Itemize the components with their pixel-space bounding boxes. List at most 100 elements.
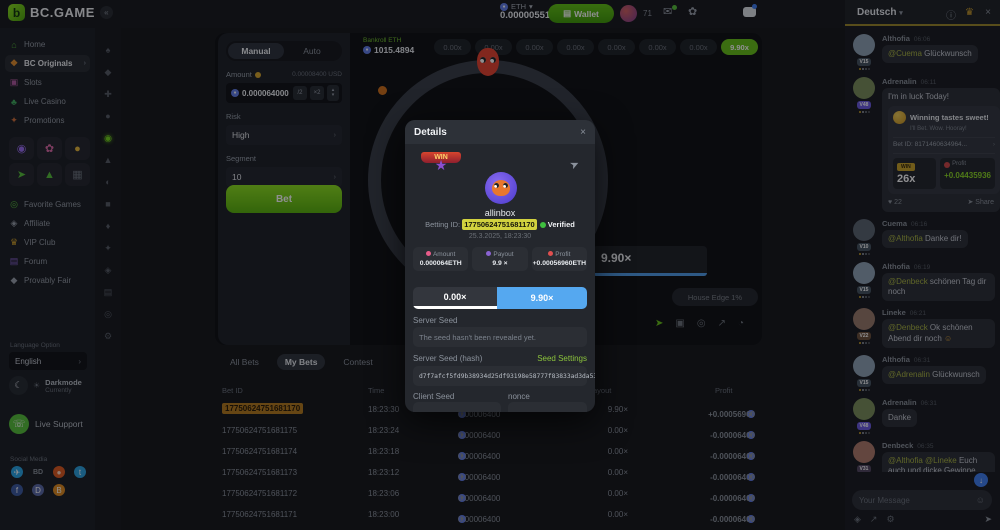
sidebar-item-slots[interactable]: ▣ Slots [5,74,90,91]
table-row[interactable]: 17750624751681175 18:23:24 ♦ 0.00006400 0.00… [200,421,762,442]
server-seed-hash-value[interactable]: d7f7afcf5fd9b38934d25df93198e58777f83833… [413,366,595,386]
emoji-icon[interactable]: ☺ [975,495,985,505]
twitter-icon[interactable]: t [74,466,86,478]
chat-input[interactable]: Your Message ☺ [852,490,992,510]
segment-select[interactable]: 10 › [226,167,342,187]
double-amount-button[interactable]: ×2 [310,86,324,100]
game-tile-crash[interactable]: ➤ [9,163,34,186]
sidebar-item-favorite-games[interactable]: ◎ Favorite Games [5,196,90,213]
rail-game-icon[interactable]: ⚙ [103,331,113,341]
history-multiplier[interactable]: 0.00x [598,39,635,55]
settings-icon[interactable]: ⚙ [886,514,895,524]
bonus-icon[interactable]: ✿ [688,6,698,18]
live-support-button[interactable]: ☏ Live Support [9,414,83,434]
like-button[interactable]: ♥ 22 [888,199,902,207]
tab-auto[interactable]: Auto [303,46,321,56]
bet-button[interactable]: Bet [226,185,342,213]
bet-id[interactable]: 17750624751681171 [222,510,298,519]
close-chat-icon[interactable]: × [985,7,991,18]
rail-game-icon[interactable]: ◎ [104,309,112,319]
sidebar-item-bc-originals[interactable]: ❖ BC Originals › [5,55,90,72]
history-multiplier[interactable]: 0.00x [557,39,594,55]
risk-select[interactable]: High › [226,125,342,145]
language-select[interactable]: English › [9,352,87,370]
tab-multiplier-0[interactable]: 0.00× [413,287,497,309]
rail-game-icon[interactable]: ♠ [105,45,111,55]
table-row[interactable]: 17750624751681174 18:23:18 ♦ 0.00006400 0.00… [200,442,762,463]
table-row[interactable]: 17750624751681173 18:23:12 ♦ 0.00006400 0.00… [200,463,762,484]
bet-id[interactable]: 17750624751681173 [222,468,298,477]
nonce-box[interactable] [508,402,587,412]
bet-id[interactable]: 17750624751681174 [222,447,298,456]
hotkeys-icon[interactable]: ◎ [696,318,706,329]
sidebar-item-affiliate[interactable]: ◈ Affiliate [5,215,90,232]
bet-id[interactable]: 17750624751681172 [222,489,298,498]
chat-toggle-icon[interactable] [743,7,756,17]
share-icon[interactable]: ➤ [567,157,582,173]
sidebar-item-live-casino[interactable]: ♣ Live Casino [5,93,90,110]
card-bet-id[interactable]: Bet ID: 8171460634964... › [893,137,995,154]
table-row[interactable]: 17750624751681170 18:23:30 ♦ 0.00006400 9.90… [200,400,762,421]
reddit-icon[interactable]: ● [53,466,65,478]
share-button[interactable]: ➤ Share [967,199,995,207]
close-icon[interactable]: × [580,126,586,138]
tab-multiplier-1[interactable]: 9.90× [497,287,587,309]
game-tile-keno[interactable]: ▦ [65,163,90,186]
rail-game-icon[interactable]: ◉ [104,133,112,143]
sidebar-item-home[interactable]: ⌂ Home [5,36,90,53]
rail-game-icon[interactable]: ♦ [105,221,111,231]
sidebar-collapse-button[interactable]: « [99,6,113,19]
bets-tab-my-bets[interactable]: My Bets [276,354,326,370]
history-icon[interactable]: ◔ [737,318,745,329]
table-row[interactable]: 17750624751681172 18:23:06 ♦ 0.00006400 0.00… [200,484,762,505]
discord-icon[interactable]: D [32,484,44,496]
theme-toggle[interactable]: ☾ ☀ Darkmode Currently [9,376,82,395]
player-avatar[interactable] [485,172,517,204]
rail-game-icon[interactable]: ▤ [103,287,113,297]
rail-game-icon[interactable]: ■ [105,199,111,209]
game-tile-twist[interactable]: ◉ [9,137,34,160]
seed-settings-link[interactable]: Seed Settings [537,354,587,363]
history-multiplier[interactable]: 0.00x [434,39,471,55]
sound-icon[interactable]: ➤ [655,318,664,329]
telegram-icon[interactable]: ✈ [11,466,23,478]
balance-selector[interactable]: ♦ ETH ▾ 0.00000551 [500,2,550,22]
logo[interactable]: b BC.GAME « [8,4,113,21]
sidebar-item-vip-club[interactable]: ♛ VIP Club [5,234,90,251]
house-edge-button[interactable]: House Edge 1% [672,288,758,306]
screenshot-icon[interactable]: ▣ [675,318,685,329]
bet-id[interactable]: 17750624751681170 [222,403,304,414]
rail-game-icon[interactable]: ● [105,111,111,121]
facebook-icon[interactable]: f [11,484,23,496]
inbox-icon[interactable]: ✉ [663,6,673,18]
scroll-to-bottom-button[interactable]: ↓ [974,473,988,487]
rail-game-icon[interactable]: ✦ [104,243,112,253]
sidebar-item-promotions[interactable]: ✦ Promotions [5,112,90,129]
client-seed-box[interactable] [413,402,501,412]
history-multiplier[interactable]: 0.00x [516,39,553,55]
sidebar-item-provably-fair[interactable]: ◆ Provably Fair [5,272,90,289]
half-amount-button[interactable]: /2 [293,86,307,100]
betting-id-value[interactable]: 17750624751681170 [462,219,537,230]
user-avatar[interactable] [620,5,637,22]
rail-game-icon[interactable]: ▲ [103,155,113,165]
bd-icon[interactable]: BD [32,468,44,476]
rail-game-icon[interactable]: ◈ [104,265,112,275]
history-multiplier[interactable]: 0.00x [639,39,676,55]
shared-bet-card[interactable]: Winning tastes sweet! I'll Bet. Wow. Hoor… [888,106,1000,195]
rail-game-icon[interactable]: ◐ [105,177,111,187]
history-multiplier[interactable]: 9.90x [721,39,758,55]
rail-game-icon[interactable]: ✚ [104,89,112,99]
chat-language-select[interactable]: Deutsch ▾ [857,7,903,18]
game-tile-limbo[interactable]: ▲ [37,163,62,186]
bets-tab-contest[interactable]: Contest [343,357,373,367]
amount-stepper[interactable]: ▴ ▾ [327,85,339,101]
amount-input[interactable]: ♦ 0.000064000 /2 ×2 ▴ ▾ [226,83,342,103]
tab-manual[interactable]: Manual [228,43,284,59]
stats-icon[interactable]: ↗ [869,514,878,524]
bet-id[interactable]: 17750624751681175 [222,426,298,435]
game-tile-fierce-fishing[interactable]: ✿ [37,137,62,160]
stats-icon[interactable]: ↗ [717,318,726,329]
trophy-icon[interactable]: ♛ [965,7,974,18]
send-message-icon[interactable]: ➤ [984,514,992,524]
